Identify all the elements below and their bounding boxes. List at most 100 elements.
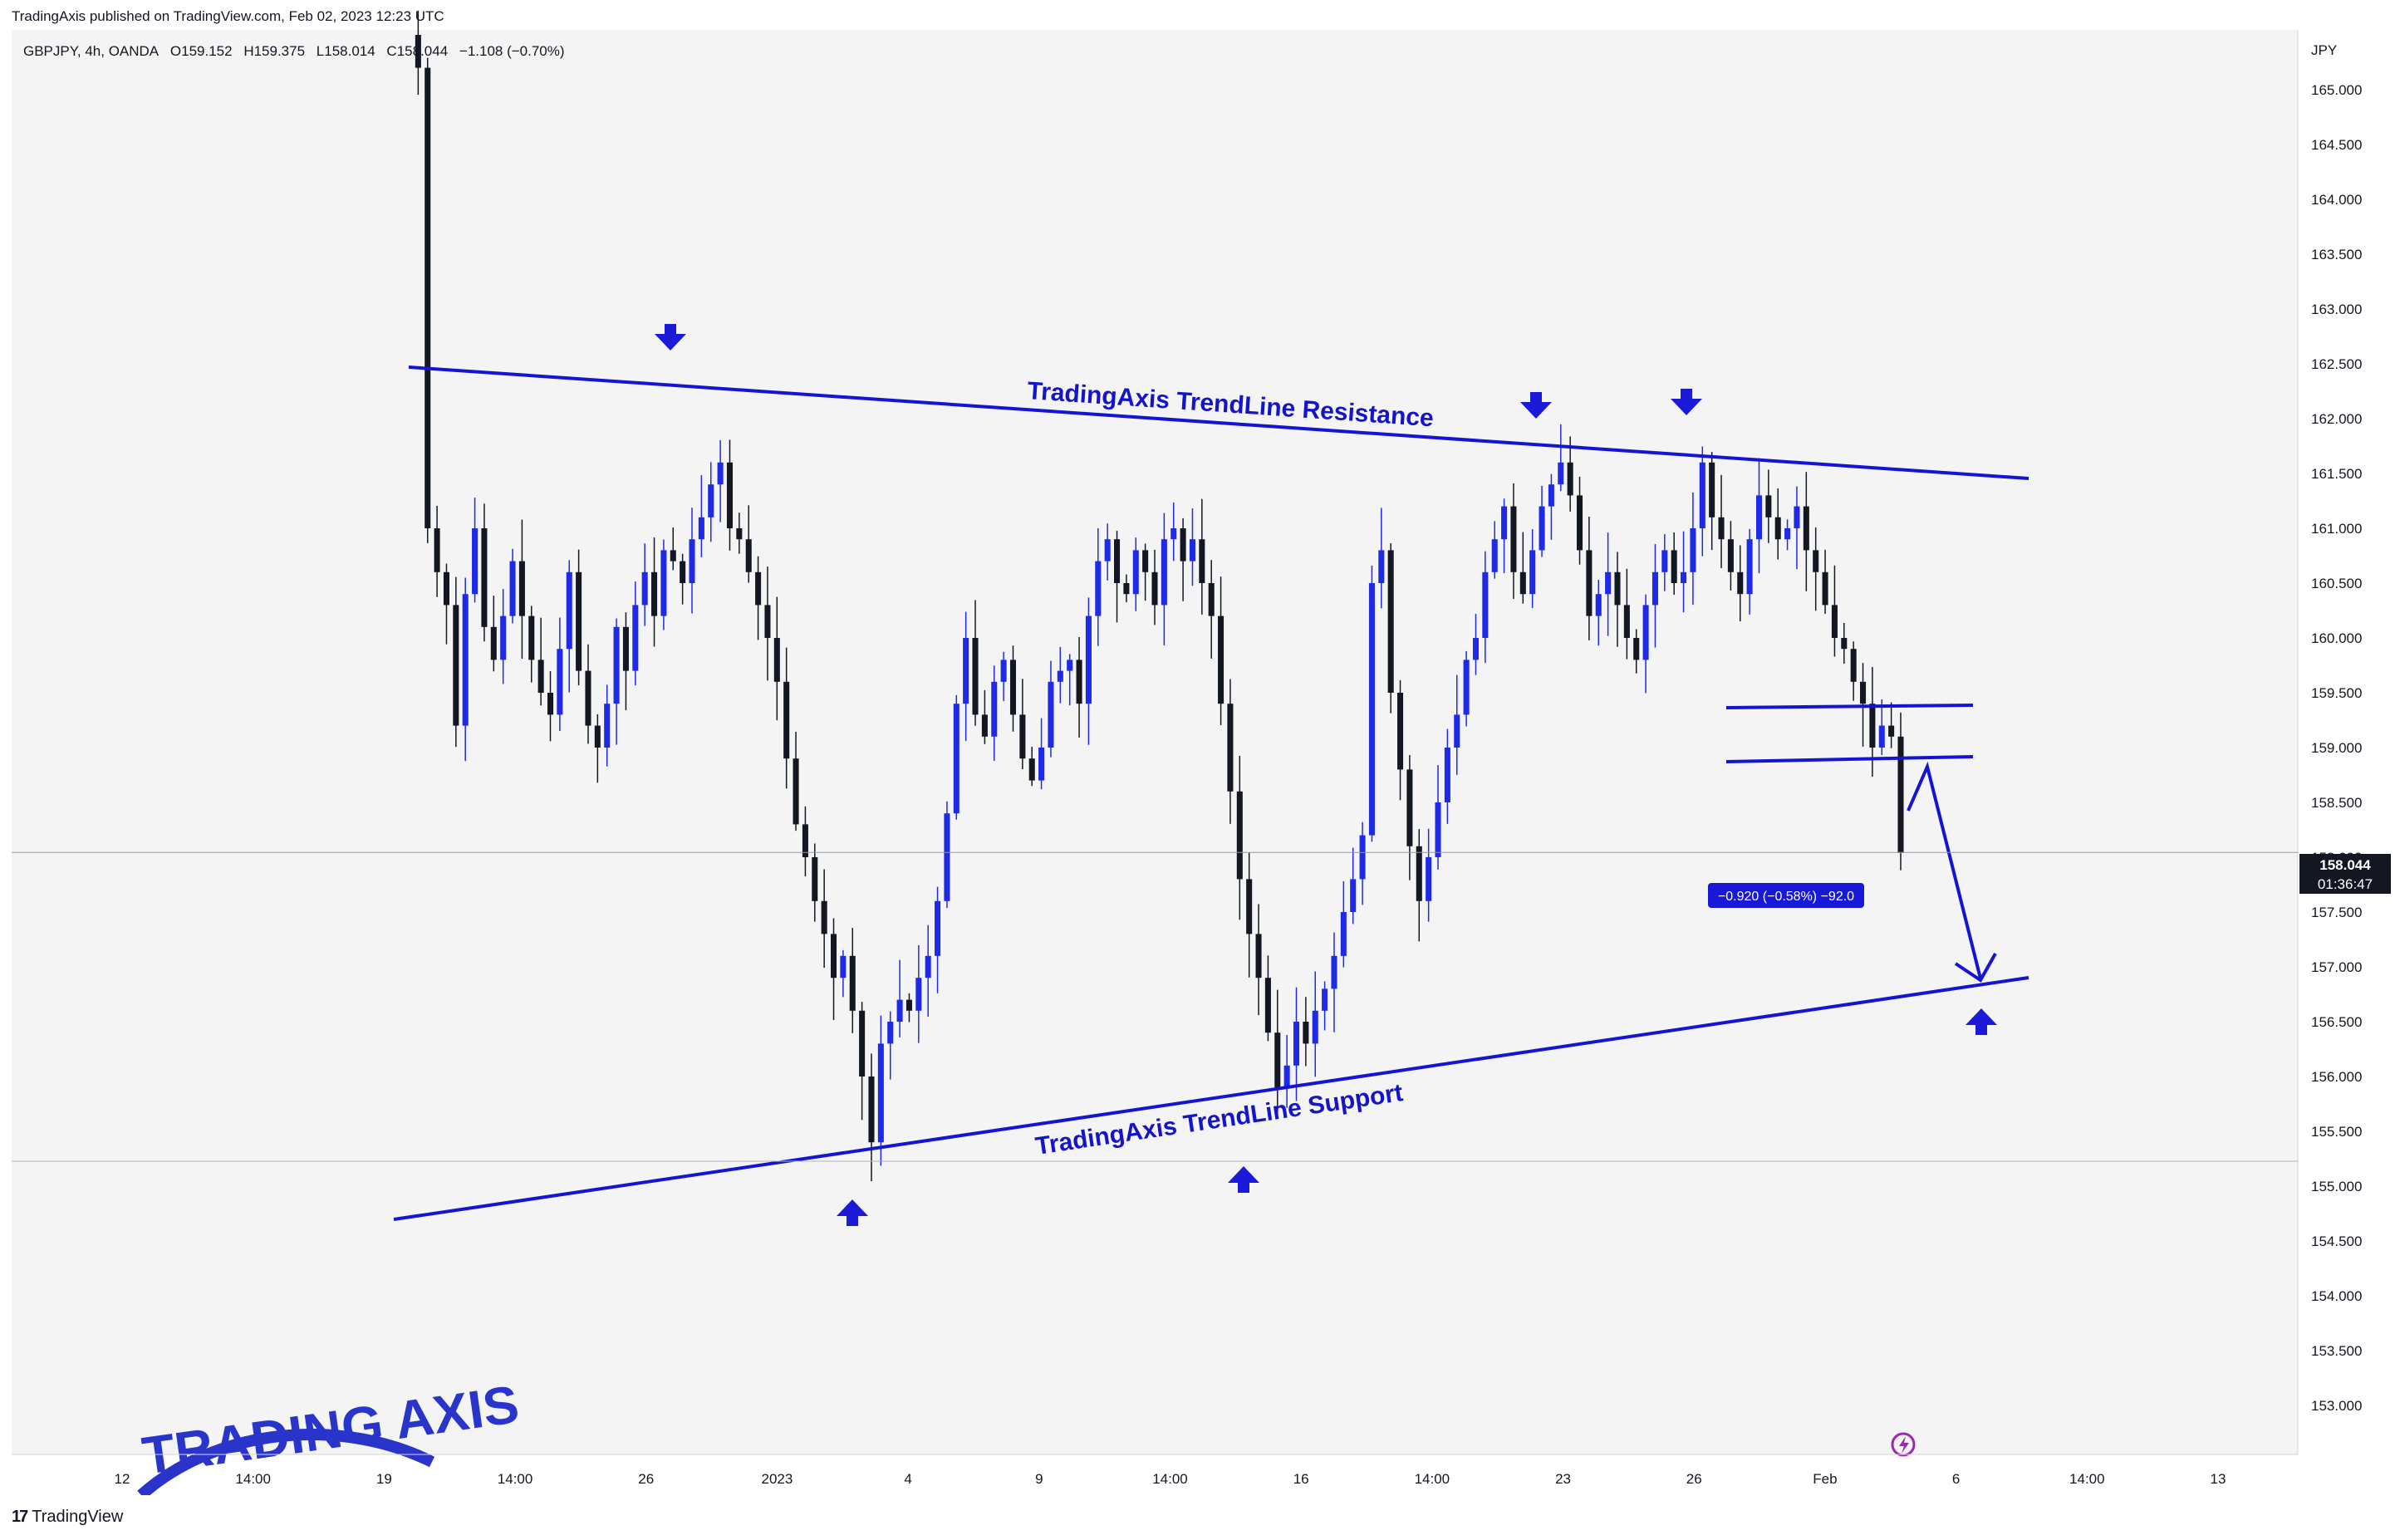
- candle: [953, 694, 959, 820]
- candle: [1699, 446, 1705, 557]
- tradingview-logo-icon: 17: [12, 1508, 28, 1526]
- candle: [651, 537, 658, 647]
- candle: [1180, 517, 1186, 601]
- candle: [585, 644, 591, 744]
- candle: [1028, 746, 1035, 787]
- candle: [1048, 660, 1054, 758]
- projection-path[interactable]: [1907, 761, 1982, 979]
- candle: [1529, 529, 1536, 609]
- candle: [1009, 645, 1017, 732]
- time-tick-label: 26: [1686, 1471, 1702, 1487]
- candle: [576, 549, 582, 685]
- candle: [1661, 534, 1668, 591]
- time-tick-label: 26: [638, 1471, 654, 1487]
- arrow-up-icon: [1966, 1008, 1997, 1035]
- resistance-trendline[interactable]: [408, 365, 2029, 480]
- candle: [425, 57, 431, 543]
- candle: [1218, 576, 1224, 726]
- candle: [1558, 424, 1564, 492]
- candle: [1312, 971, 1318, 1077]
- symbol-name[interactable]: GBPJPY, 4h, OANDA: [23, 43, 160, 59]
- candle: [472, 498, 479, 603]
- time-tick-label: 13: [2211, 1471, 2226, 1487]
- candle: [1755, 458, 1763, 574]
- candle: [481, 503, 488, 642]
- candle: [1813, 527, 1819, 611]
- price-tick-label: 154.500: [2311, 1233, 2362, 1249]
- candle: [812, 843, 818, 922]
- high-value: H159.375: [243, 43, 306, 59]
- candle: [1897, 712, 1904, 871]
- time-tick-label: 23: [1555, 1471, 1571, 1487]
- candle: [1000, 651, 1007, 701]
- candle: [963, 611, 969, 742]
- candle: [1454, 674, 1460, 775]
- candle: [1246, 852, 1253, 978]
- price-ticks: 153.000 153.500 154.000 154.500 155.000 155.5…: [2311, 82, 2362, 1414]
- candle: [840, 949, 847, 998]
- candle: [1831, 565, 1838, 657]
- candle: [670, 527, 676, 571]
- price-tick-label: 164.500: [2311, 137, 2362, 153]
- candle: [1104, 523, 1111, 581]
- plot-area[interactable]: [12, 30, 2298, 1454]
- candle: [1463, 650, 1470, 727]
- candle: [1227, 679, 1234, 824]
- measure-tag[interactable]: −0.920 (−0.58%) −92.0: [1708, 883, 1864, 908]
- price-axis[interactable]: JPY 153.000153.500154.000154.500155.0001…: [2297, 30, 2362, 1454]
- candle: [1264, 955, 1271, 1042]
- candle: [1208, 560, 1215, 659]
- candle: [1586, 516, 1593, 640]
- candle: [783, 647, 790, 789]
- time-tick-label: 14:00: [1152, 1471, 1188, 1487]
- candle: [1322, 981, 1328, 1031]
- time-axis[interactable]: 12 14:00 19 14:00 26 2023 4 9 14:00 16 14:00 23 26 Fe…: [12, 1454, 2298, 1487]
- candle: [745, 505, 752, 583]
- price-tick-label: 157.000: [2311, 959, 2362, 975]
- support-label: TradingAxis TrendLine Support: [1033, 1079, 1405, 1160]
- candle: [915, 944, 922, 1043]
- change-value: −1.108 (−0.70%): [459, 43, 565, 59]
- watermark-text: TRADING AXIS: [139, 1374, 523, 1486]
- lightning-icon[interactable]: [1891, 1432, 1916, 1457]
- overlay-layer: TradingAxis TrendLine Resistance Trading…: [137, 324, 2029, 1500]
- candle: [1567, 436, 1573, 512]
- current-price-tag: 158.044 01:36:47: [12, 851, 2391, 894]
- price-tick-label: 159.500: [2311, 685, 2362, 701]
- candle: [755, 556, 762, 640]
- time-tick-label: 14:00: [235, 1471, 271, 1487]
- candle: [1331, 932, 1337, 1032]
- candle: [896, 959, 903, 1037]
- price-tick-label: 162.500: [2311, 356, 2362, 372]
- tradingview-footer[interactable]: 17 TradingView: [12, 1508, 123, 1527]
- candle: [1435, 765, 1441, 870]
- candle: [1171, 503, 1177, 562]
- candle: [1642, 594, 1649, 694]
- candle: [1283, 1035, 1290, 1108]
- candle: [736, 513, 743, 554]
- candle: [1501, 498, 1508, 574]
- candle: [1539, 485, 1545, 557]
- box-line-upper[interactable]: [1725, 704, 1974, 709]
- time-tick-label: 14:00: [2069, 1471, 2105, 1487]
- box-line-lower[interactable]: [1725, 755, 1974, 763]
- price-tick-label: 162.000: [2311, 411, 2362, 427]
- arrow-down-icon: [655, 324, 686, 351]
- support-trendline[interactable]: [393, 976, 2029, 1221]
- candle: [1651, 544, 1658, 648]
- candle: [821, 869, 827, 969]
- candle: [859, 1002, 866, 1121]
- symbol-legend: GBPJPY, 4h, OANDA O159.152 H159.375 L158…: [23, 43, 572, 60]
- candle: [1878, 699, 1885, 756]
- candle: [1633, 629, 1640, 674]
- price-tick-label: 158.500: [2311, 795, 2362, 811]
- candle: [500, 589, 507, 684]
- time-ticks: 12 14:00 19 14:00 26 2023 4 9 14:00 16 14:00 23 26 Fe…: [115, 1471, 2226, 1487]
- candle: [1784, 519, 1791, 551]
- arrow-down-icon: [1671, 389, 1702, 415]
- candle: [462, 577, 469, 762]
- price-tick-label: 153.000: [2311, 1398, 2362, 1414]
- candle: [708, 462, 714, 542]
- candle: [1293, 987, 1300, 1101]
